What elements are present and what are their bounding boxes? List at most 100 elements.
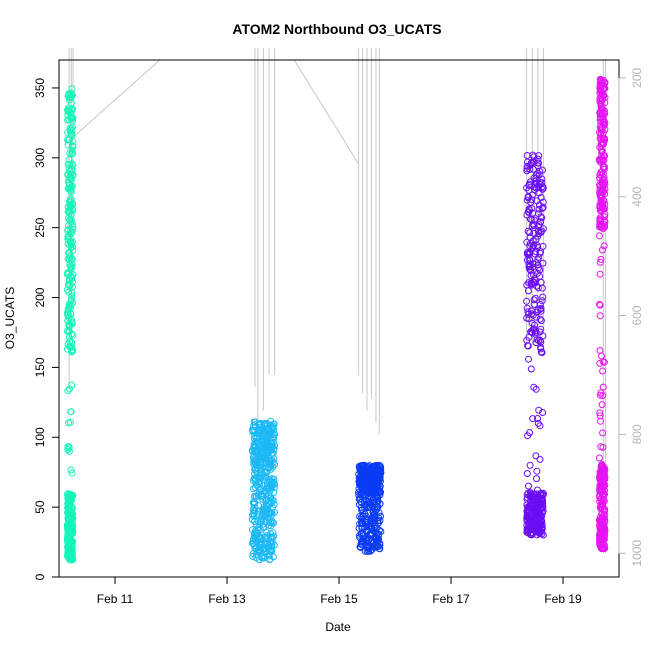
data-point [523,238,531,246]
data-point [256,544,263,552]
data-point [249,485,257,493]
data-point [363,527,371,535]
data-point [68,504,76,512]
data-point [533,475,540,483]
data-point [65,447,73,455]
data-point [69,220,76,228]
data-point [537,304,545,312]
data-point [596,513,604,521]
data-point [69,283,76,291]
data-point [261,435,268,442]
y-tick-label: 50 [33,500,47,514]
data-point [596,301,604,309]
data-point [598,199,606,207]
data-point [600,242,608,250]
data-point [532,235,540,243]
data-point [599,477,607,485]
data-point [538,489,545,497]
data-point [532,452,540,460]
data-point [249,506,257,514]
data-point [596,484,604,492]
data-point [357,514,365,521]
data-point [65,493,73,501]
data-point [530,383,538,391]
data-point [249,447,257,455]
data-point [531,279,539,287]
data-point [599,76,607,84]
data-point [524,194,532,201]
data-point [251,447,259,455]
data-point [538,175,546,183]
data-point [525,355,532,363]
data-point [601,99,609,107]
data-point [68,469,76,477]
data-point [64,387,72,395]
data-point [65,178,73,186]
data-point [599,497,607,505]
data-point [530,271,538,279]
y2-tick-label: 200 [630,67,644,87]
data-point [266,509,274,517]
data-point [254,492,262,500]
data-point [597,525,605,532]
data-point [248,426,256,434]
data-point [248,526,256,534]
data-point [67,466,75,474]
y-tick-label: 100 [33,427,47,447]
data-point [534,522,542,529]
data-point [68,514,76,522]
data-point [64,523,72,531]
data-point [601,221,608,229]
data-point [524,308,532,316]
data-point [66,418,74,426]
data-point [266,556,274,564]
data-point [67,536,75,544]
data-point [65,303,73,311]
data-point [250,475,258,482]
data-point [68,330,76,338]
data-point [597,92,605,99]
data-point [270,438,277,446]
data-point [523,184,531,192]
data-point [372,540,380,548]
data-point [250,500,258,508]
data-point [525,502,533,510]
data-point [375,466,383,474]
data-point [536,490,544,498]
pressure-trace-layer [68,48,607,554]
data-point [600,109,608,117]
data-point [365,547,373,555]
data-point [537,348,545,356]
data-point [64,345,71,353]
data-point [65,90,73,98]
data-point [598,401,606,409]
x-axis-label: Date [325,620,351,634]
data-point [64,171,72,179]
data-point [599,466,607,474]
data-point [599,367,607,375]
data-point [529,244,537,251]
data-point [528,196,536,204]
data-point [523,470,531,477]
data-point [356,476,364,484]
data-point [355,495,363,503]
data-point [535,152,543,160]
data-point [64,141,72,149]
data-point [537,213,545,221]
data-point [359,512,367,520]
data-point [361,535,369,543]
data-point [533,308,541,316]
data-point [372,533,380,541]
data-point [362,500,370,508]
data-point [259,506,267,514]
data-point [356,474,364,482]
data-point [597,100,605,108]
data-point [527,365,535,373]
data-point [535,205,543,213]
data-point [69,142,76,150]
data-point [599,429,607,437]
data-point [596,186,604,194]
data-point [250,498,258,506]
y2-axis: 200 400 600 800 1000 [618,67,644,567]
data-point [536,529,544,537]
